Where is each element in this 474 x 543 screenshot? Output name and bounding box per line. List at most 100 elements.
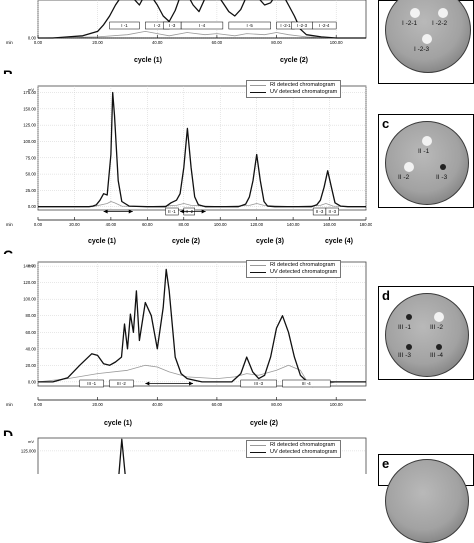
cycle-label: cycle (2) [280, 57, 309, 64]
fraction-box [282, 379, 331, 388]
well-label: III -4 [430, 352, 444, 359]
y-tick-label: 120.00 [23, 280, 36, 285]
plate-d-dish: III -1 III -2 III -3 III -4 [385, 293, 469, 377]
fraction-label: III -3 [254, 381, 263, 386]
x-tick-label: 20.00 [92, 402, 103, 407]
plate-b-dish: I -2-1 I -2-2 I -2-3 [385, 0, 471, 73]
y-tick-label: 125.000 [21, 448, 37, 453]
y-tick-label: 20.00 [26, 363, 37, 368]
x-tick-label: 40.00 [152, 402, 163, 407]
x-tick-label: 60.00 [142, 222, 153, 227]
legend-swatch-uv [250, 272, 266, 273]
cycle-label: cycle (1) [104, 420, 133, 427]
legend-row-ri: RI detected chromatogram [250, 82, 337, 89]
y-tick-label: 150.00 [23, 106, 36, 111]
plot-frame [37, 437, 367, 474]
x-tick-label: 0.00 [34, 222, 43, 227]
legend-label-uv: UV detected chromatogram [270, 269, 338, 275]
y-tick-label: 80.00 [26, 313, 37, 318]
legend-row-uv: UV detected chromatogram [250, 269, 337, 276]
y-tick-label: 125.00 [23, 123, 36, 128]
well [436, 344, 442, 350]
x-tick-label: 140.00 [287, 222, 300, 227]
cycle-label: cycle (1) [134, 57, 163, 64]
x-tick-label: 80.00 [271, 40, 282, 45]
x-tick-label: 80.00 [179, 222, 190, 227]
well [410, 8, 420, 18]
well-label: II -1 [418, 148, 430, 155]
x-tick-label: 100.00 [330, 402, 343, 407]
cycle-label: cycle (3) [256, 238, 285, 245]
well [422, 34, 432, 44]
y-tick-label: 60.00 [26, 330, 37, 335]
legend-swatch-ri [250, 445, 266, 446]
legend: RI detected chromatogram UV detected chr… [246, 260, 342, 278]
fraction-label: I -4 [199, 23, 206, 28]
fraction-label: I -5 [247, 23, 254, 28]
series-line-ri [38, 201, 367, 208]
legend-row-uv: UV detected chromatogram [250, 89, 337, 96]
legend-row-ri: RI detected chromatogram [250, 442, 337, 449]
well-label: III -1 [398, 324, 412, 331]
series-line-uv [118, 438, 126, 474]
legend-label-uv: UV detected chromatogram [270, 89, 338, 95]
cycle-label: cycle (1) [88, 238, 117, 245]
y-tick-label: 25.00 [26, 188, 37, 193]
series-line-uv [38, 0, 366, 39]
well [438, 8, 448, 18]
well-label: I -2-2 [432, 20, 448, 27]
x-tick-label: 100.00 [330, 40, 343, 45]
y-tick-label: 0.00 [28, 204, 37, 209]
legend-row-ri: RI detected chromatogram [250, 262, 337, 269]
fraction-label: I -2-1 [280, 23, 291, 28]
x-tick-label: 160.00 [323, 222, 336, 227]
well [440, 164, 446, 170]
cycle-label: cycle (2) [172, 238, 201, 245]
y-tick-label: 100.00 [23, 139, 36, 144]
panel-b: B 0.0020.0040.0060.0080.00100.00120.0014… [0, 66, 474, 246]
well [434, 312, 444, 322]
x-tick-label: 40.00 [106, 222, 117, 227]
well-label: III -2 [430, 324, 444, 331]
fraction-box [109, 21, 140, 30]
well [406, 314, 412, 320]
fraction-box [312, 21, 337, 30]
plot-frame [37, 85, 367, 211]
y-tick-label: 0.00 [28, 379, 37, 384]
panel-a: 0.00 20.00 40.00 60.00 80.00 100.00 0.00 min I -… [0, 0, 474, 70]
fraction-label: III -2 [117, 381, 126, 386]
series-line-uv [38, 91, 366, 208]
x-tick-label: 180.00 [360, 222, 372, 227]
panel-letter: D [3, 427, 14, 443]
fraction-label: I -2-3 [297, 23, 308, 28]
x-tick-label: 40.00 [152, 40, 163, 45]
panel-c: C 0.0020.0040.0060.0080.00100.000.0020.0… [0, 246, 474, 427]
fraction-box [180, 21, 224, 30]
cycle-label: cycle (4) [325, 238, 354, 245]
plate-e: e [378, 454, 474, 543]
fraction-label: I -2-4 [319, 23, 330, 28]
cycle-row-b: cycle (1) cycle (2) cycle (3) cycle (4) [0, 238, 372, 248]
legend-swatch-ri [250, 85, 266, 86]
well-label: I -2-1 [402, 20, 418, 27]
x-tick-label: 100.00 [214, 222, 227, 227]
chart-b: 0.00 20.00 40.00 60.00 80.00 100.00 120.00 140.… [0, 74, 372, 236]
cycle-label: cycle (2) [250, 420, 279, 427]
legend: RI detected chromatogram UV detected chr… [246, 80, 342, 98]
x-tick-label: 20.00 [92, 40, 103, 45]
fraction-label: II -1 [168, 209, 176, 214]
legend-label-ri: RI detected chromatogram [270, 442, 336, 448]
fraction-box [79, 379, 104, 388]
chart-a-svg: 0.00 20.00 40.00 60.00 80.00 100.00 0.00 min I -… [6, 0, 367, 45]
plot-frame [37, 261, 367, 387]
plate-letter: d [382, 288, 390, 303]
y-tick-label: 140.00 [23, 264, 36, 269]
x-axis-label: min [6, 40, 13, 45]
y-tick-label: 0.00 [28, 36, 37, 41]
fraction-label: I -1 [121, 23, 128, 28]
plate-c: c II -1 II -2 II -3 [378, 114, 474, 208]
well-label: III -3 [398, 352, 412, 359]
x-tick-label: 0.00 [34, 402, 43, 407]
